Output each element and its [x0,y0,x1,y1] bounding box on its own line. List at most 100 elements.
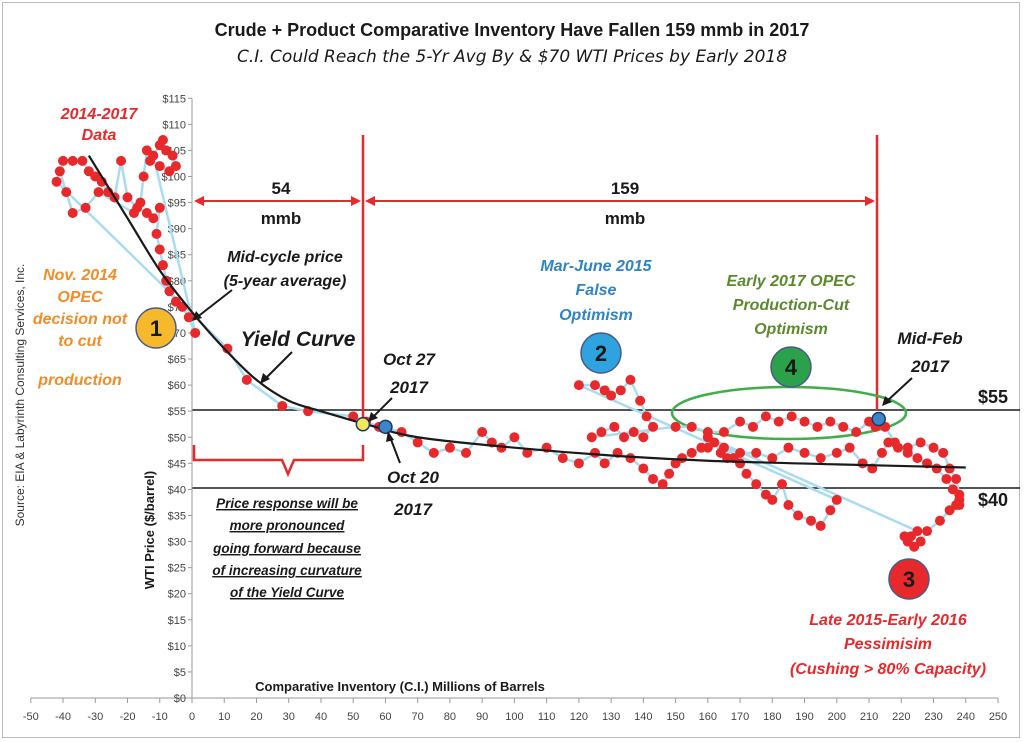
data-point [619,432,630,443]
x-tick-label: 250 [989,711,1007,723]
data-point [938,447,949,458]
data-point [67,155,78,166]
data-point [718,442,729,453]
data-point [154,244,165,255]
data-point [812,421,823,432]
oct20-label-line2: 2017 [393,500,433,519]
pessimism-line1: Late 2015-Early 2016 [809,612,967,629]
data-point [954,489,965,500]
price-label-55: $55 [978,387,1008,407]
callout-number-4: 4 [785,355,798,380]
x-tick-label: 180 [763,711,781,723]
data-point [128,208,139,219]
response-note-line5: of the Yield Curve [230,585,345,600]
highlight-markers [355,411,886,435]
data-point [686,421,697,432]
data-point [154,161,165,172]
x-tick-label: 110 [538,711,556,723]
data-point [151,228,162,239]
data-point [51,176,62,187]
data-point [77,155,88,166]
pessimism-line2: Pessimisim [844,636,932,653]
callout-circle-2 [580,332,622,374]
data-point [509,432,520,443]
arrowhead-left-54 [194,196,204,206]
data-point [928,442,939,453]
data-point [606,390,617,401]
callout-circle-4 [770,346,812,388]
opec-note-line1: Nov. 2014 [43,267,117,284]
data-point [80,202,91,213]
midfeb-pointer [885,377,913,403]
data-point [799,416,810,427]
data-point [122,192,133,203]
data-point [954,500,965,511]
data-point [876,447,887,458]
data-point [951,473,962,484]
y-tick-label: $45 [168,458,186,470]
data-point [638,463,649,474]
x-tick-label: 40 [315,711,327,723]
false-optimism-line2: False [576,282,617,299]
midcycle-pointer [195,289,233,319]
data-point [851,427,862,438]
y-tick-label: $115 [162,93,186,105]
callout-number-2: 2 [595,341,607,366]
data-point [599,458,610,469]
x-tick-label: -50 [23,711,39,723]
data-point [934,515,945,526]
data-point [93,187,104,198]
data-point [61,187,72,198]
data-point [461,447,472,458]
data-point [444,442,455,453]
data-point [773,416,784,427]
oct27-label-line2: 2017 [389,378,429,397]
data-point [912,453,923,464]
y-tick-label: $30 [168,537,186,549]
y-tick-label: $50 [168,432,186,444]
data-point [586,432,597,443]
y-tick-label: $40 [168,484,186,496]
data-point [522,447,533,458]
data-point [670,421,681,432]
x-tick-label: 30 [283,711,295,723]
opec-note-line3: decision not [33,311,128,328]
data-point [573,380,584,391]
arrowhead-right-54 [351,196,361,206]
data-point [67,208,78,219]
data-point [138,171,149,182]
data-point [793,510,804,521]
measurement-value-54: 54 [272,179,291,198]
chart-title: Crude + Product Comparative Inventory Ha… [214,20,810,40]
data-point [767,494,778,505]
oct27-label-line1: Oct 27 [383,350,437,369]
data-point [428,447,439,458]
data-point [815,520,826,531]
data-point [148,213,159,224]
data-point [648,421,659,432]
data-point [638,432,649,443]
callout-number-3: 3 [903,567,915,592]
opec-note-line4: to cut [58,333,102,350]
data-point [857,458,868,469]
data-point [838,421,849,432]
x-tick-label: 200 [828,711,846,723]
y-axis-title: WTI Price ($/barrel) [142,471,157,589]
y-tick-label: $5 [174,667,186,679]
x-axis-title: Comparative Inventory (C.I.) Millions of… [255,679,545,694]
data-point [799,447,810,458]
y-tick-label: $15 [168,615,186,627]
oct27-pointer-head [368,412,378,422]
span-bracket [192,445,365,478]
data-point [751,447,762,458]
data-point [625,453,636,464]
x-tick-label: 120 [570,711,588,723]
y-tick-label: $0 [174,693,186,705]
x-tick-label: 220 [892,711,910,723]
arrowhead-left-159 [365,196,375,206]
data-point [596,427,607,438]
x-tick-label: 170 [731,711,749,723]
x-tick-label: 160 [699,711,717,723]
oct20-pointer-head [386,431,394,442]
y-tick-label: $20 [168,589,186,601]
